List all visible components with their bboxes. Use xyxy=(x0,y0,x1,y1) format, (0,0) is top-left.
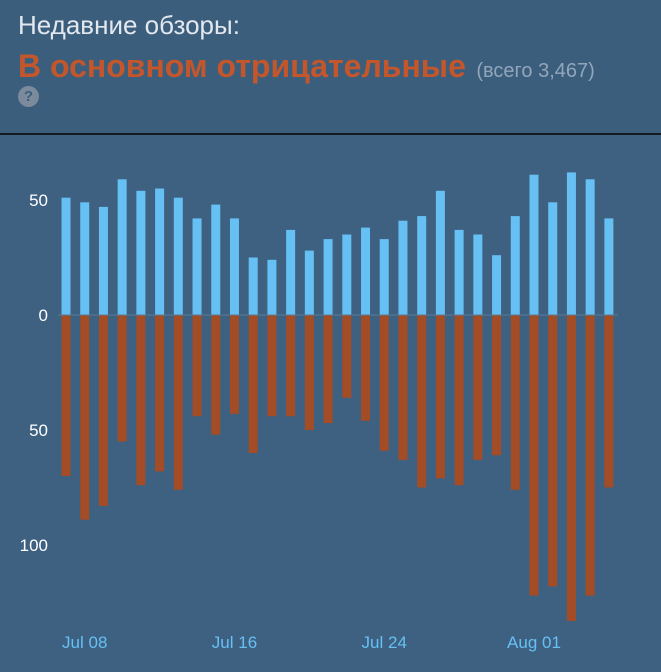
negative-bar-5[interactable] xyxy=(155,315,165,472)
negative-bars xyxy=(61,315,614,621)
negative-bar-2[interactable] xyxy=(98,315,108,506)
review-summary-row: В основном отрицательные (всего 3,467) xyxy=(18,48,595,85)
positive-bar-20[interactable] xyxy=(435,190,445,315)
header-divider xyxy=(0,133,661,135)
negative-bar-12[interactable] xyxy=(286,315,296,417)
negative-bar-14[interactable] xyxy=(323,315,333,424)
recent-reviews-title: Недавние обзоры: xyxy=(18,10,240,40)
negative-bar-20[interactable] xyxy=(435,315,445,479)
positive-bar-3[interactable] xyxy=(117,179,127,315)
y-tick-label: 100 xyxy=(20,536,48,555)
positive-bar-19[interactable] xyxy=(417,216,427,315)
x-tick-label: Jul 16 xyxy=(212,633,257,652)
negative-bar-19[interactable] xyxy=(417,315,427,488)
positive-bar-15[interactable] xyxy=(342,234,352,316)
positive-bar-22[interactable] xyxy=(473,234,483,316)
x-tick-label: Jul 24 xyxy=(362,633,407,652)
negative-bar-22[interactable] xyxy=(473,315,483,460)
negative-bar-29[interactable] xyxy=(604,315,614,488)
negative-bar-15[interactable] xyxy=(342,315,352,398)
help-icon[interactable]: ? xyxy=(18,86,39,107)
positive-bar-6[interactable] xyxy=(173,197,183,315)
review-summary: В основном отрицательные xyxy=(18,48,466,84)
positive-bar-18[interactable] xyxy=(398,220,408,315)
negative-bar-24[interactable] xyxy=(510,315,520,490)
positive-bar-29[interactable] xyxy=(604,218,614,315)
positive-bar-25[interactable] xyxy=(529,174,539,315)
positive-bar-28[interactable] xyxy=(585,179,595,315)
positive-bars xyxy=(61,172,614,316)
positive-bar-1[interactable] xyxy=(80,202,90,315)
positive-bar-23[interactable] xyxy=(492,255,502,315)
negative-bar-0[interactable] xyxy=(61,315,71,476)
review-total-count: (всего 3,467) xyxy=(476,60,595,82)
y-tick-label: 50 xyxy=(29,421,48,440)
positive-bar-21[interactable] xyxy=(454,229,464,315)
negative-bar-4[interactable] xyxy=(136,315,146,486)
x-axis-ticks: Jul 08 Jul 16 Jul 24 Aug 01 xyxy=(62,633,561,652)
reviews-histogram: 50 0 50 100 Jul 08 Jul 16 Jul 24 Aug 01 xyxy=(20,172,618,652)
positive-bar-2[interactable] xyxy=(98,206,108,315)
positive-bar-10[interactable] xyxy=(248,257,258,316)
negative-bar-10[interactable] xyxy=(248,315,258,453)
negative-bar-3[interactable] xyxy=(117,315,127,442)
positive-bar-16[interactable] xyxy=(361,227,371,315)
positive-bar-26[interactable] xyxy=(548,202,558,315)
negative-bar-7[interactable] xyxy=(192,315,202,417)
negative-bar-1[interactable] xyxy=(80,315,90,520)
negative-bar-26[interactable] xyxy=(548,315,558,587)
negative-bar-21[interactable] xyxy=(454,315,464,486)
positive-bar-9[interactable] xyxy=(229,218,239,315)
x-tick-label: Jul 08 xyxy=(62,633,107,652)
negative-bar-18[interactable] xyxy=(398,315,408,460)
x-tick-label: Aug 01 xyxy=(507,633,561,652)
positive-bar-12[interactable] xyxy=(286,229,296,315)
positive-bar-14[interactable] xyxy=(323,239,333,315)
negative-bar-23[interactable] xyxy=(492,315,502,456)
y-tick-label: 50 xyxy=(29,191,48,210)
positive-bar-0[interactable] xyxy=(61,197,71,315)
positive-bar-7[interactable] xyxy=(192,218,202,315)
positive-bar-4[interactable] xyxy=(136,190,146,315)
y-tick-label: 0 xyxy=(39,306,48,325)
positive-bar-27[interactable] xyxy=(566,172,576,315)
negative-bar-28[interactable] xyxy=(585,315,595,596)
negative-bar-9[interactable] xyxy=(229,315,239,414)
positive-bar-17[interactable] xyxy=(379,239,389,315)
negative-bar-16[interactable] xyxy=(361,315,371,421)
y-axis-ticks: 50 0 50 100 xyxy=(20,191,48,555)
positive-bar-11[interactable] xyxy=(267,259,277,315)
positive-bar-5[interactable] xyxy=(155,188,165,316)
negative-bar-8[interactable] xyxy=(211,315,221,435)
positive-bar-24[interactable] xyxy=(510,216,520,315)
negative-bar-11[interactable] xyxy=(267,315,277,417)
negative-bar-27[interactable] xyxy=(566,315,576,621)
negative-bar-25[interactable] xyxy=(529,315,539,596)
positive-bar-8[interactable] xyxy=(211,204,221,315)
negative-bar-6[interactable] xyxy=(173,315,183,490)
reviews-header: Недавние обзоры: В основном отрицательны… xyxy=(0,0,661,133)
negative-bar-13[interactable] xyxy=(304,315,314,430)
negative-bar-17[interactable] xyxy=(379,315,389,451)
positive-bar-13[interactable] xyxy=(304,250,314,315)
